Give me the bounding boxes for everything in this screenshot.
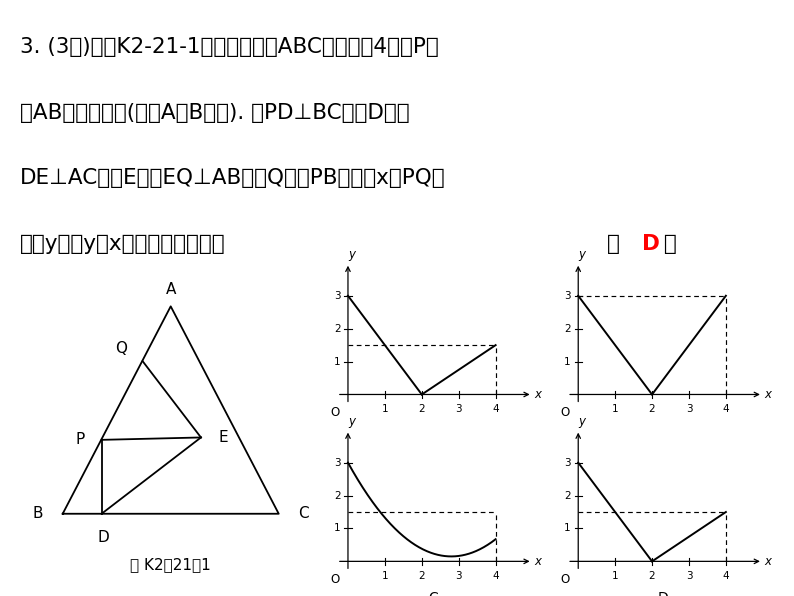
Text: 1: 1 <box>334 356 341 367</box>
Text: C: C <box>299 506 309 522</box>
Text: 3: 3 <box>565 291 571 301</box>
Text: y: y <box>348 415 355 428</box>
Text: B: B <box>33 506 43 522</box>
Text: y: y <box>578 415 585 428</box>
Text: ）: ） <box>657 234 677 254</box>
Text: 2: 2 <box>649 571 655 581</box>
Text: B: B <box>658 424 668 438</box>
Text: 4: 4 <box>723 404 729 414</box>
Text: E: E <box>218 430 228 445</box>
Text: 2: 2 <box>565 324 571 334</box>
Text: O: O <box>561 573 570 586</box>
Text: y: y <box>348 248 355 261</box>
Text: 3: 3 <box>334 458 341 468</box>
Text: 1: 1 <box>612 404 619 414</box>
Text: 3: 3 <box>686 404 692 414</box>
Text: 2: 2 <box>649 404 655 414</box>
Text: DE⊥AC于点E，作EQ⊥AB于点Q，设PB的长为x，PQ的: DE⊥AC于点E，作EQ⊥AB于点Q，设PB的长为x，PQ的 <box>20 168 445 188</box>
Text: 1: 1 <box>382 571 388 581</box>
Text: 1: 1 <box>334 523 341 533</box>
Text: O: O <box>561 406 570 419</box>
Text: 1: 1 <box>565 356 571 367</box>
Text: 3: 3 <box>456 404 462 414</box>
Text: A: A <box>165 282 176 297</box>
Text: 图 K2－21－1: 图 K2－21－1 <box>130 557 211 572</box>
Text: 2: 2 <box>565 491 571 501</box>
Text: y: y <box>578 248 585 261</box>
Text: 1: 1 <box>382 404 388 414</box>
Text: O: O <box>330 573 340 586</box>
Text: A: A <box>428 424 437 438</box>
Text: 4: 4 <box>723 571 729 581</box>
Text: Q: Q <box>115 342 128 356</box>
Text: O: O <box>330 406 340 419</box>
Text: 1: 1 <box>612 571 619 581</box>
Text: 1: 1 <box>565 523 571 533</box>
Text: 2: 2 <box>334 324 341 334</box>
Text: 4: 4 <box>492 404 499 414</box>
Text: x: x <box>765 388 772 401</box>
Text: 2: 2 <box>334 491 341 501</box>
Text: D: D <box>98 530 110 545</box>
Text: P: P <box>75 432 84 448</box>
Text: C: C <box>428 591 437 596</box>
Text: 2: 2 <box>418 571 425 581</box>
Text: x: x <box>765 555 772 568</box>
Text: 3: 3 <box>334 291 341 301</box>
Text: 3: 3 <box>456 571 462 581</box>
Text: 4: 4 <box>492 571 499 581</box>
Text: D: D <box>657 591 669 596</box>
Text: 3. (3分)如图K2-21-1，等边三角形ABC的边长是4，点P是: 3. (3分)如图K2-21-1，等边三角形ABC的边长是4，点P是 <box>20 37 438 57</box>
Text: 长为y，则y与x的函数关系图象是: 长为y，则y与x的函数关系图象是 <box>20 234 225 254</box>
Text: D: D <box>642 234 660 254</box>
Text: （: （ <box>607 234 627 254</box>
Text: x: x <box>534 555 542 568</box>
Text: x: x <box>534 388 542 401</box>
Text: 3: 3 <box>565 458 571 468</box>
Text: 3: 3 <box>686 571 692 581</box>
Text: 辽AB上任意一点(可与A，B重合). 作PD⊥BC于点D，作: 辽AB上任意一点(可与A，B重合). 作PD⊥BC于点D，作 <box>20 103 410 123</box>
Text: 2: 2 <box>418 404 425 414</box>
